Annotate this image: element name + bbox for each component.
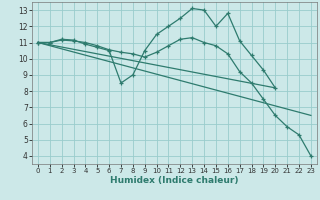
X-axis label: Humidex (Indice chaleur): Humidex (Indice chaleur): [110, 176, 239, 185]
